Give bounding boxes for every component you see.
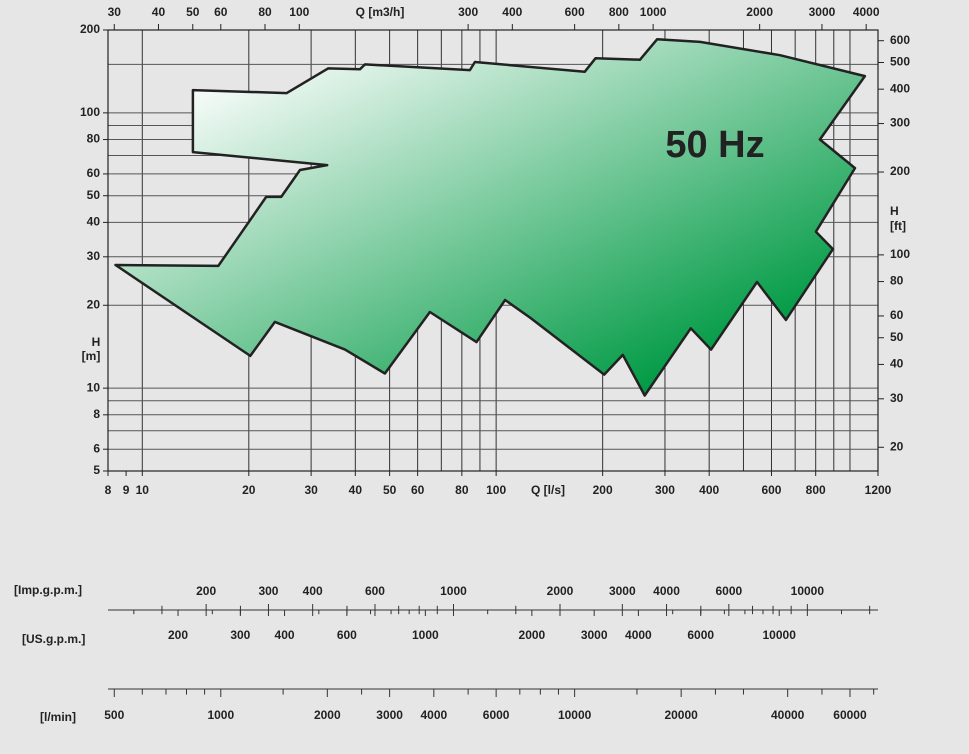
y-tick-label: 5	[93, 463, 100, 477]
scale-tick-label: 300	[258, 584, 278, 598]
y2-tick-label: 500	[890, 55, 910, 69]
x-tick-label: 400	[699, 483, 719, 497]
x2-tick-label: 4000	[853, 5, 880, 19]
scale-tick-label: 3000	[609, 584, 636, 598]
x2-tick-label: 50	[186, 5, 200, 19]
x2-tick-label: 60	[214, 5, 228, 19]
scale-tick-label: 4000	[653, 584, 680, 598]
x2-tick-label: 300	[458, 5, 478, 19]
x-tick-label: 200	[593, 483, 613, 497]
scale-tick-label: 10000	[558, 708, 592, 722]
x-tick-label: 300	[655, 483, 675, 497]
scale-tick-label: 1000	[440, 584, 467, 598]
y2-tick-label: 400	[890, 81, 910, 95]
scale-tick-label: 20000	[664, 708, 698, 722]
scale-tick-label: 2000	[314, 708, 341, 722]
x-tick-label: 20	[242, 483, 256, 497]
y-tick-label: 100	[80, 105, 100, 119]
x-tick-label: 60	[411, 483, 425, 497]
y-tick-label: 30	[87, 249, 101, 263]
scale-tick-label: 600	[337, 628, 357, 642]
annotation: 50 Hz	[665, 124, 764, 166]
x-tick-label: 30	[304, 483, 318, 497]
x2-tick-label: 3000	[809, 5, 836, 19]
scale-tick-label: 2000	[519, 628, 546, 642]
x2-tick-label: 2000	[746, 5, 773, 19]
x2-tick-label: 800	[609, 5, 629, 19]
x-tick-label: 1200	[865, 483, 892, 497]
y-tick-label: 8	[93, 407, 100, 421]
x-tick-label: 80	[455, 483, 469, 497]
y-tick-label: 200	[80, 22, 100, 36]
y-tick-label: 20	[87, 297, 101, 311]
x2-tick-label: 80	[258, 5, 272, 19]
scale-tick-label: 4000	[625, 628, 652, 642]
scale-tick-label: 2000	[547, 584, 574, 598]
y2-tick-label: 60	[890, 308, 904, 322]
x-tick-label: 50	[383, 483, 397, 497]
scale-tick-label: 300	[230, 628, 250, 642]
scale-tick-label: 400	[275, 628, 295, 642]
y2-tick-label: 600	[890, 33, 910, 47]
scale-tick-label: 40000	[771, 708, 805, 722]
scale-tick-label: 6000	[483, 708, 510, 722]
envelope	[114, 38, 867, 397]
x-axis-label: Q [l/s]	[531, 483, 565, 497]
x-tick-label: 600	[761, 483, 781, 497]
scale-label: [US.g.p.m.]	[22, 632, 85, 646]
y2-tick-label: 100	[890, 247, 910, 261]
x2-axis-label: Q [m3/h]	[356, 5, 405, 19]
scale-tick-label: 10000	[763, 628, 797, 642]
y-tick-label: 80	[87, 132, 101, 146]
scale-tick-label: 1000	[207, 708, 234, 722]
x-tick-label: 8	[105, 483, 112, 497]
scale-tick-label: 10000	[791, 584, 825, 598]
scale-tick-label: 6000	[687, 628, 714, 642]
scale-tick-label: 6000	[715, 584, 742, 598]
scale-label: [Imp.g.p.m.]	[14, 583, 82, 597]
scale-tick-label: 4000	[420, 708, 447, 722]
x-tick-label: 9	[123, 483, 130, 497]
scale-tick-label: 1000	[412, 628, 439, 642]
scale-tick-label: 500	[104, 708, 124, 722]
y-axis-unit: [m]	[82, 349, 101, 363]
y2-axis-unit: [ft]	[890, 219, 906, 233]
x2-tick-label: 100	[289, 5, 309, 19]
y-axis-label: H	[92, 335, 101, 349]
y2-tick-label: 200	[890, 164, 910, 178]
scale-tick-label: 3000	[581, 628, 608, 642]
x2-tick-label: 1000	[640, 5, 667, 19]
x2-tick-label: 40	[152, 5, 166, 19]
x2-tick-label: 600	[565, 5, 585, 19]
x-tick-label: 40	[349, 483, 363, 497]
x2-tick-label: 400	[502, 5, 522, 19]
scale-tick-label: 200	[168, 628, 188, 642]
y2-tick-label: 300	[890, 116, 910, 130]
y2-axis-label: H	[890, 204, 899, 218]
y-tick-label: 50	[87, 188, 101, 202]
y2-tick-label: 30	[890, 391, 904, 405]
y2-tick-label: 80	[890, 274, 904, 288]
y-tick-label: 40	[87, 215, 101, 229]
y-tick-label: 60	[87, 166, 101, 180]
y2-tick-label: 40	[890, 357, 904, 371]
y-tick-label: 6	[93, 441, 100, 455]
scale-tick-label: 60000	[833, 708, 867, 722]
x-tick-label: 10	[136, 483, 150, 497]
y2-tick-label: 20	[890, 439, 904, 453]
y2-tick-label: 50	[890, 330, 904, 344]
scale-tick-label: 400	[303, 584, 323, 598]
x-tick-label: 100	[486, 483, 506, 497]
x2-tick-label: 30	[108, 5, 122, 19]
scale-label: [l/min]	[40, 710, 76, 724]
x-tick-label: 800	[806, 483, 826, 497]
scale-tick-label: 600	[365, 584, 385, 598]
plot-frame	[107, 29, 879, 472]
scale-tick-label: 200	[196, 584, 216, 598]
y-tick-label: 10	[87, 380, 101, 394]
scale-tick-label: 3000	[376, 708, 403, 722]
